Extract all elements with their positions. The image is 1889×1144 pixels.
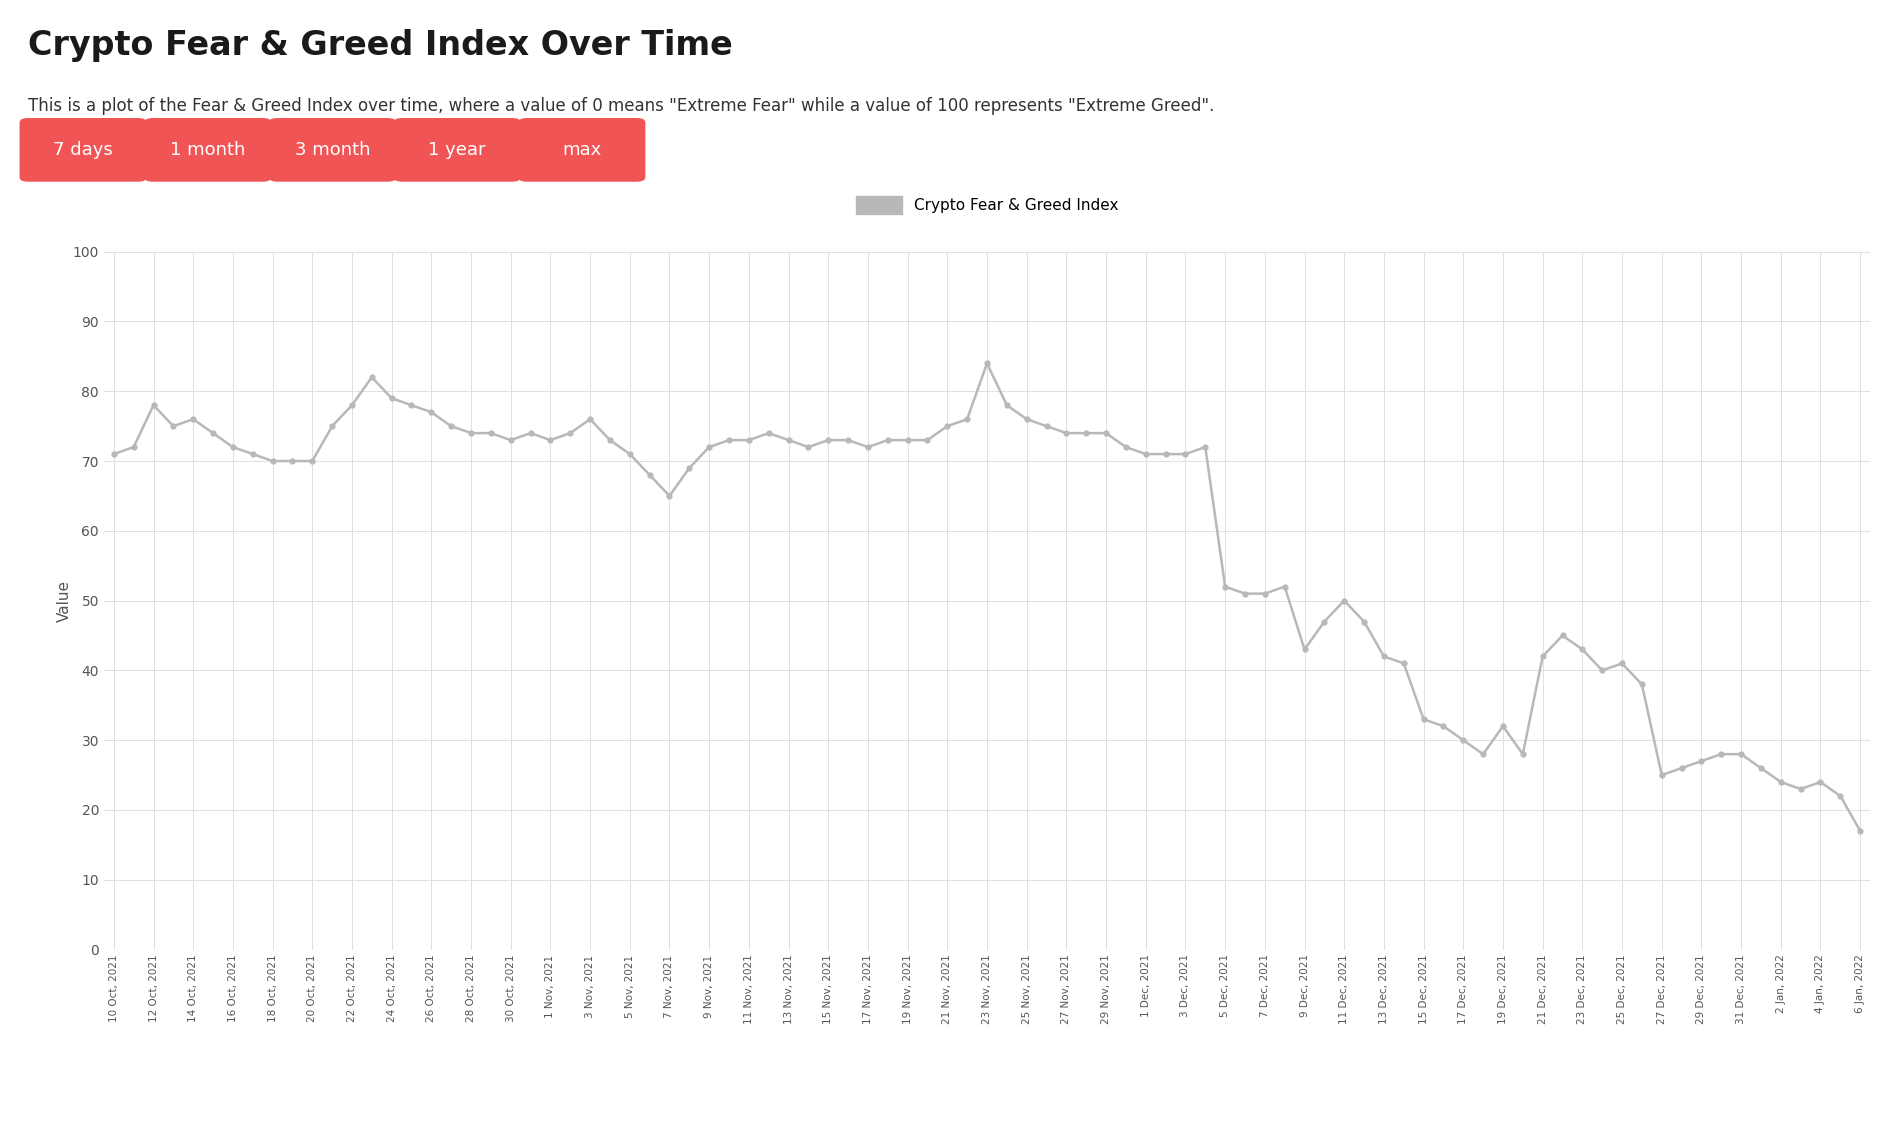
Legend: Crypto Fear & Greed Index: Crypto Fear & Greed Index	[850, 190, 1124, 221]
FancyBboxPatch shape	[144, 118, 272, 182]
FancyBboxPatch shape	[393, 118, 521, 182]
FancyBboxPatch shape	[518, 118, 646, 182]
Text: Crypto Fear & Greed Index Over Time: Crypto Fear & Greed Index Over Time	[28, 29, 733, 62]
Text: max: max	[563, 141, 601, 159]
FancyBboxPatch shape	[268, 118, 397, 182]
FancyBboxPatch shape	[19, 118, 147, 182]
Text: 1 year: 1 year	[429, 141, 485, 159]
Text: 1 month: 1 month	[170, 141, 246, 159]
Y-axis label: Value: Value	[57, 580, 72, 621]
Text: 3 month: 3 month	[295, 141, 370, 159]
Text: This is a plot of the Fear & Greed Index over time, where a value of 0 means "Ex: This is a plot of the Fear & Greed Index…	[28, 97, 1215, 116]
Text: 7 days: 7 days	[53, 141, 113, 159]
